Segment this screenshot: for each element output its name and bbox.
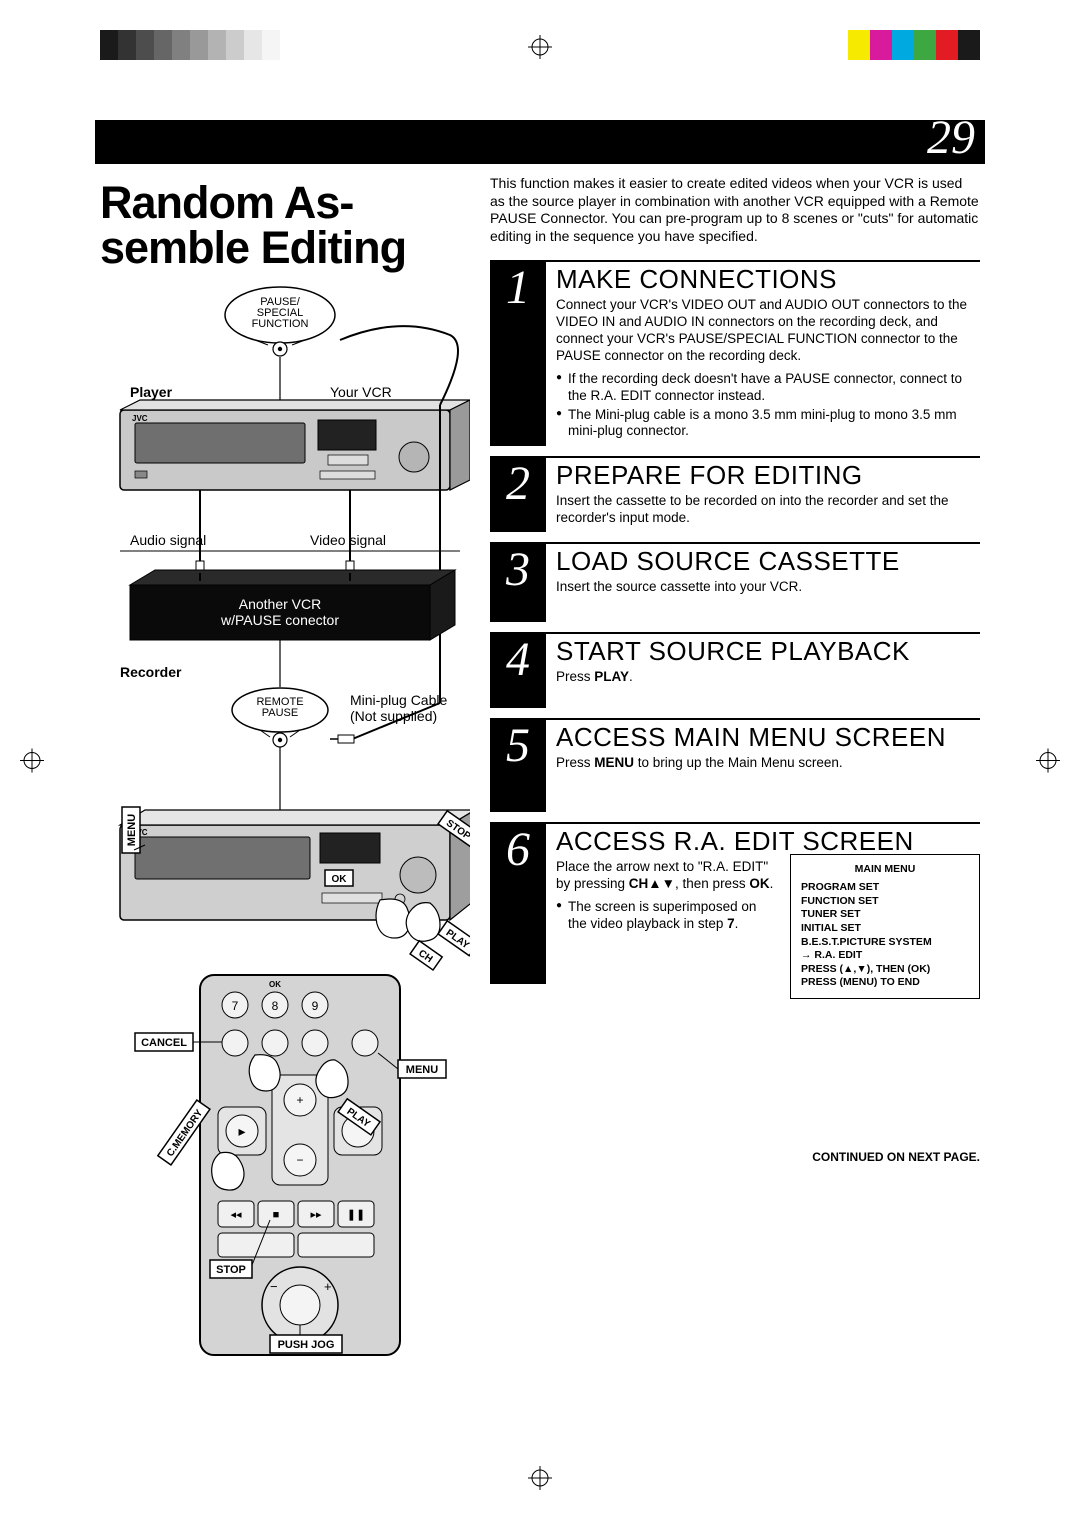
step-text: Insert the source cassette into your VCR… [556,579,980,596]
intro-paragraph: This function makes it easier to create … [490,175,980,245]
step-title: ACCESS MAIN MENU SCREEN [556,724,980,751]
step-text: Place the arrow next to "R.A. EDIT" by p… [556,859,776,933]
step-body: ACCESS R.A. EDIT SCREEN Place the arrow n… [546,824,980,984]
player-vcr-illustration: JVC [120,400,470,490]
bullet-item: The screen is superimposed on the video … [556,899,776,933]
steps-column: 1 MAKE CONNECTIONS Connect your VCR's VIDE… [490,260,980,994]
stop-button-label: STOP [216,1264,246,1276]
svg-text:◂◂: ◂◂ [230,1209,242,1221]
menu-item: TUNER SET [801,908,969,922]
crosshair-bottom-icon [528,1466,552,1495]
page-number: 29 [927,111,985,164]
step-number: 6 [490,824,546,984]
page-number-bar: 29 [95,120,985,164]
continued-label: CONTINUED ON NEXT PAGE. [812,1150,980,1164]
svg-text:+: + [324,1279,332,1294]
video-signal-label: Video signal [310,532,386,548]
step-title: LOAD SOURCE CASSETTE [556,548,980,575]
svg-text:■: ■ [273,1209,280,1221]
step-number: 1 [490,262,546,446]
step-title: START SOURCE PLAYBACK [556,638,980,665]
step-1: 1 MAKE CONNECTIONS Connect your VCR's VIDE… [490,260,980,446]
step-title: ACCESS R.A. EDIT SCREEN [556,828,980,855]
recorder-label: Recorder [120,664,182,680]
push-jog-label: PUSH JOG [278,1339,335,1351]
svg-text:−: − [296,1153,303,1167]
step-text: Press PLAY. [556,669,980,686]
step-number: 2 [490,458,546,532]
bullet-item: If the recording deck doesn't have a PAU… [556,371,980,405]
menu-title: MAIN MENU [801,863,969,875]
step-body: MAKE CONNECTIONS Connect your VCR's VIDEO… [546,262,980,446]
step-number: 3 [490,544,546,622]
step-number: 5 [490,720,546,812]
svg-text:JVC: JVC [132,414,148,423]
step-text: Insert the cassette to be recorded on in… [556,493,980,527]
step-4: 4 START SOURCE PLAYBACK Press PLAY. [490,632,980,708]
your-vcr-label: Your VCR [330,384,392,400]
step-bullets: If the recording deck doesn't have a PAU… [556,371,980,441]
step-bullets: The screen is superimposed on the video … [556,899,776,933]
step-6: 6 ACCESS R.A. EDIT SCREEN Place the arrow … [490,822,980,984]
menu-footer: PRESS (MENU) TO END [801,976,969,990]
menu-item: PROGRAM SET [801,881,969,895]
main-menu-screen: MAIN MENU PROGRAM SETFUNCTION SETTUNER SE… [790,854,980,999]
cancel-button-label: CANCEL [141,1037,187,1049]
remote-pause-label: REMOTEPAUSE [256,696,303,719]
step-body: ACCESS MAIN MENU SCREEN Press MENU to bri… [546,720,980,812]
svg-text:▸: ▸ [238,1123,245,1139]
hand-icon [376,899,410,938]
recorder-vcr-illustration: JVC [120,810,470,920]
svg-text:❚❚: ❚❚ [347,1209,365,1221]
ok-button-label: OK [332,874,348,885]
menu-button-label: MENU [126,814,138,846]
menu-item: INITIAL SET [801,922,969,936]
svg-text:▸▸: ▸▸ [310,1209,322,1221]
crosshair-right-icon [1036,748,1060,777]
connection-diagram: PAUSE/SPECIALFUNCTION Player Your VCR JV… [100,285,470,1385]
step-body: PREPARE FOR EDITING Insert the cassette t… [546,458,980,532]
svg-text:9: 9 [312,999,319,1013]
menu-item: B.E.S.T.PICTURE SYSTEM [801,936,969,950]
step-5: 5 ACCESS MAIN MENU SCREEN Press MENU to br… [490,718,980,812]
crosshair-left-icon [20,748,44,777]
audio-signal-label: Audio signal [130,532,206,548]
menu-footer: PRESS (▲,▼), THEN (OK) [801,963,969,977]
player-label: Player [130,384,173,400]
svg-text:+: + [296,1093,303,1107]
svg-text:7: 7 [232,999,239,1013]
menu-item: FUNCTION SET [801,895,969,909]
step-body: LOAD SOURCE CASSETTE Insert the source ca… [546,544,980,622]
svg-text:OK: OK [269,980,281,989]
step-title: PREPARE FOR EDITING [556,462,980,489]
step-number: 4 [490,634,546,708]
step-3: 3 LOAD SOURCE CASSETTE Insert the source c… [490,542,980,622]
step-title: MAKE CONNECTIONS [556,266,980,293]
bullet-item: The Mini-plug cable is a mono 3.5 mm min… [556,407,980,441]
menu-item-active: R.A. EDIT [801,949,969,963]
svg-text:−: − [270,1279,278,1294]
page-title: Random As-semble Editing [100,180,470,270]
crosshair-icon [528,35,552,59]
step-text: Connect your VCR's VIDEO OUT and AUDIO O… [556,297,980,440]
hand-icon [249,1055,280,1091]
step-2: 2 PREPARE FOR EDITING Insert the cassette … [490,456,980,532]
registration-marks [0,30,1080,70]
menu-button-label: MENU [406,1064,438,1076]
svg-text:8: 8 [272,999,279,1013]
step-body: START SOURCE PLAYBACK Press PLAY. [546,634,980,708]
step-text: Press MENU to bring up the Main Menu scr… [556,755,980,772]
